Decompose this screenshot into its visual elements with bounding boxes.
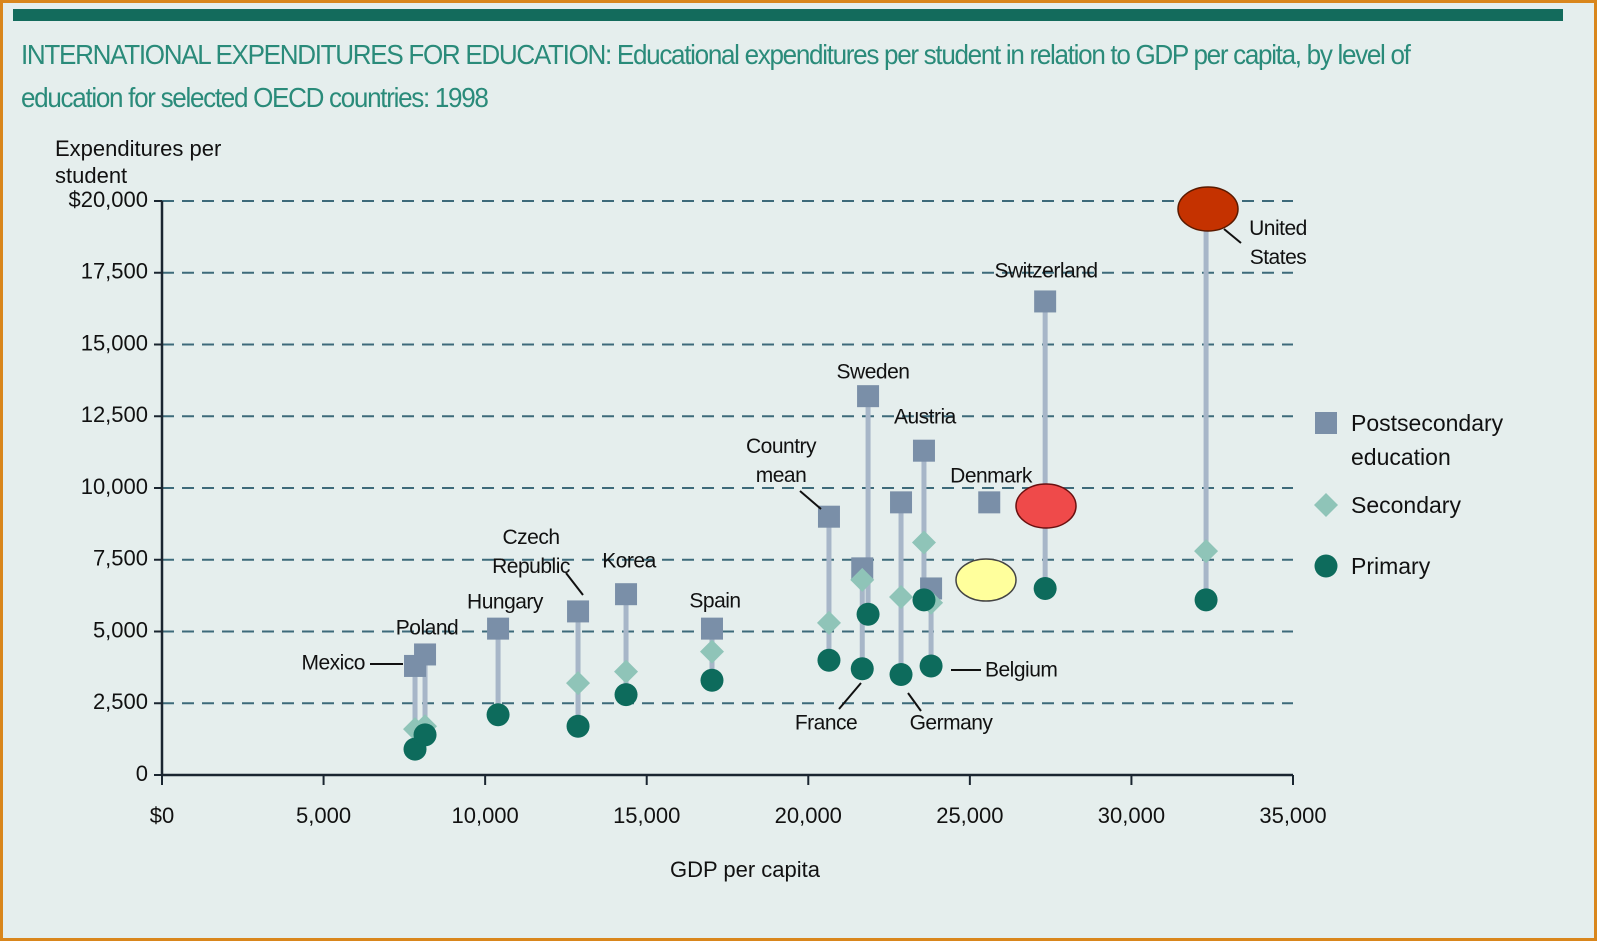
marker-circle xyxy=(889,663,913,687)
marker-circle xyxy=(1033,576,1057,600)
x-tick-label: 30,000 xyxy=(1098,803,1165,828)
marker-circle xyxy=(486,703,510,727)
marker-circle xyxy=(856,602,880,626)
legend-label: Primary xyxy=(1351,553,1431,579)
country-label: Poland xyxy=(395,616,459,640)
legend-marker xyxy=(1314,493,1338,517)
marker-square xyxy=(414,643,437,666)
x-tick-label: 35,000 xyxy=(1259,803,1326,828)
country-label: Mexico xyxy=(301,651,365,675)
marker-diamond xyxy=(850,567,875,592)
country-label: Korea xyxy=(602,549,656,573)
marker-circle xyxy=(912,588,936,612)
y-tick-label: 17,500 xyxy=(81,259,148,284)
country-label: Czech Republic xyxy=(492,526,570,578)
legend-label: Postsecondary education xyxy=(1351,410,1504,470)
highlight-ellipse xyxy=(1177,186,1239,232)
marker-circle xyxy=(413,723,437,747)
marker-square xyxy=(978,491,1001,514)
y-tick-label: 7,500 xyxy=(93,546,148,571)
y-tick-label: $20,000 xyxy=(68,187,148,212)
marker-diamond xyxy=(816,610,841,635)
marker-square xyxy=(912,439,935,462)
marker-square xyxy=(615,583,638,606)
marker-square xyxy=(1034,290,1057,313)
marker-circle xyxy=(566,714,590,738)
leader-line xyxy=(565,572,584,596)
country-label: Austria xyxy=(894,405,956,429)
country-label: Belgium xyxy=(985,658,1058,682)
y-tick-label: 12,500 xyxy=(81,402,148,427)
x-tick-label: $0 xyxy=(150,803,174,828)
legend-label: Secondary xyxy=(1351,492,1461,518)
highlight-ellipse xyxy=(1015,483,1077,529)
country-label: Denmark xyxy=(950,464,1032,488)
y-tick-label: 15,000 xyxy=(81,330,148,355)
leader-line xyxy=(907,692,922,712)
chart: GDP per capita 0 2,500 5,000 7,500 10,000 12,… xyxy=(68,186,1338,882)
x-axis-label: GDP per capita xyxy=(670,857,821,882)
marker-diamond xyxy=(699,639,724,664)
leader-line xyxy=(838,682,862,710)
marker-square xyxy=(700,617,723,640)
y-tick-label: 0 xyxy=(136,761,148,786)
highlight-ellipse xyxy=(955,558,1017,602)
marker-circle xyxy=(817,648,841,672)
marker-circle xyxy=(919,654,943,678)
marker-square xyxy=(567,600,590,623)
x-tick-label: 25,000 xyxy=(936,803,1003,828)
y-tick-label: 5,000 xyxy=(93,617,148,642)
country-label: Country mean xyxy=(745,435,817,487)
x-tick-label: 5,000 xyxy=(296,803,351,828)
legend-marker xyxy=(1314,554,1338,578)
marker-diamond xyxy=(889,585,914,610)
country-label: Germany xyxy=(909,711,993,735)
marker-circle xyxy=(1194,588,1218,612)
leader-line xyxy=(799,490,822,510)
marker-square xyxy=(817,505,840,528)
marker-square xyxy=(890,491,913,514)
x-tick-label: 20,000 xyxy=(775,803,842,828)
country-label: United States xyxy=(1249,217,1307,269)
x-tick-label: 10,000 xyxy=(451,803,518,828)
country-label: France xyxy=(794,711,858,735)
marker-circle xyxy=(850,657,874,681)
marker-diamond xyxy=(1194,539,1219,564)
country-label: Spain xyxy=(689,589,741,613)
y-tick-label: 2,500 xyxy=(93,689,148,714)
y-axis-label: Expenditures per student xyxy=(55,136,222,188)
legend-marker xyxy=(1315,412,1337,434)
marker-diamond xyxy=(911,530,936,555)
marker-square xyxy=(857,385,880,408)
marker-circle xyxy=(700,668,724,692)
leader-line xyxy=(1223,228,1242,244)
country-label: Sweden xyxy=(836,360,910,384)
marker-diamond xyxy=(566,671,591,696)
marker-circle xyxy=(614,683,638,707)
marker-square xyxy=(487,617,510,640)
country-label: Hungary xyxy=(467,590,543,614)
x-tick-label: 15,000 xyxy=(613,803,680,828)
marker-diamond xyxy=(614,659,639,684)
country-label: Switzerland xyxy=(994,259,1098,283)
header-bar xyxy=(13,9,1563,21)
chart-title: INTERNATIONAL EXPENDITURES FOR EDUCATION… xyxy=(21,39,1411,113)
y-tick-label: 10,000 xyxy=(81,474,148,499)
